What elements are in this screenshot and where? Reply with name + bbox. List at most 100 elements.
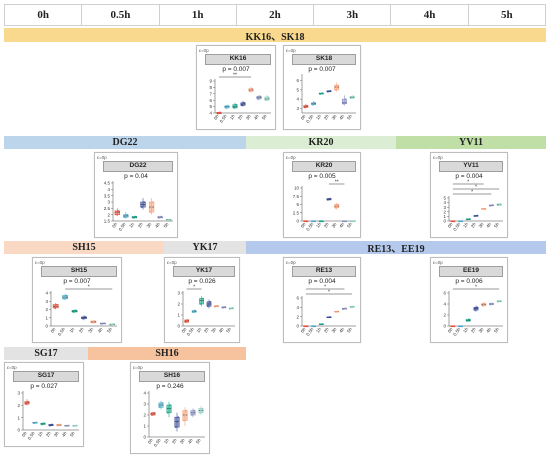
data-point bbox=[74, 424, 76, 427]
x-tick-label: 1h bbox=[229, 113, 236, 120]
data-point bbox=[66, 424, 68, 427]
data-point bbox=[103, 322, 105, 324]
box-0h bbox=[450, 220, 456, 223]
band-sh16: SH16 bbox=[88, 347, 246, 360]
y-tick-label: 0 bbox=[143, 435, 146, 440]
data-point bbox=[243, 101, 245, 104]
data-point bbox=[153, 412, 155, 414]
y-tick-label: 4 bbox=[443, 200, 446, 205]
data-point bbox=[350, 220, 352, 222]
data-point bbox=[72, 311, 75, 313]
x-tick-label: 2h bbox=[470, 326, 477, 333]
p-value: p = 0.04 bbox=[124, 173, 148, 180]
sig-mark: * bbox=[475, 184, 477, 190]
data-point bbox=[43, 422, 45, 425]
data-point bbox=[134, 215, 137, 218]
panel-tag: ε=0p bbox=[97, 155, 107, 160]
data-point bbox=[192, 311, 194, 314]
data-point bbox=[343, 307, 346, 310]
box-4h bbox=[157, 215, 163, 219]
data-point bbox=[306, 220, 308, 222]
x-tick-label: 3h bbox=[210, 326, 217, 333]
data-point bbox=[335, 310, 338, 313]
data-point bbox=[132, 217, 135, 219]
box-1h bbox=[318, 323, 324, 326]
y-tick-label: 4 bbox=[296, 97, 299, 102]
data-point bbox=[93, 320, 96, 322]
data-point bbox=[168, 407, 170, 410]
y-tick-label: 4 bbox=[443, 302, 446, 307]
data-point bbox=[151, 201, 154, 203]
box-3h bbox=[334, 310, 340, 313]
data-point bbox=[475, 307, 477, 310]
box-0.5h bbox=[158, 400, 164, 410]
box-4h bbox=[64, 424, 70, 427]
data-point bbox=[73, 310, 76, 312]
data-point bbox=[116, 211, 119, 213]
box-0h bbox=[303, 325, 309, 328]
panel-title: SH16 bbox=[139, 371, 205, 382]
box-3h bbox=[334, 202, 340, 210]
x-tick-label: 0.5h bbox=[219, 113, 228, 123]
x-tick-label: 3h bbox=[478, 326, 485, 333]
x-tick-label: 1h bbox=[315, 221, 322, 228]
x-tick-label: 5h bbox=[106, 326, 113, 333]
data-point bbox=[65, 294, 68, 297]
boxplot-svg: 0 2 4 6 ** 0h0.5h 1h 2h 3h 4h 5h bbox=[296, 284, 356, 337]
data-point bbox=[63, 297, 65, 300]
data-point bbox=[160, 404, 162, 406]
data-point bbox=[303, 220, 306, 222]
data-point bbox=[311, 325, 314, 327]
box-1h bbox=[465, 218, 471, 221]
data-point bbox=[229, 308, 231, 310]
data-point bbox=[476, 214, 478, 217]
time-label-5h: 5h bbox=[501, 9, 513, 21]
panel-title: DG22 bbox=[103, 161, 173, 172]
data-point bbox=[91, 321, 94, 324]
data-point bbox=[199, 303, 202, 305]
data-point bbox=[482, 208, 485, 210]
y-tick-label: 1 bbox=[45, 315, 48, 320]
box-1h bbox=[465, 318, 471, 322]
x-tick-label: 0h bbox=[147, 437, 154, 444]
x-tick-label: 2h bbox=[171, 437, 178, 444]
y-tick-label: 4.5 bbox=[104, 181, 111, 186]
sig-mark: * bbox=[324, 284, 326, 290]
x-tick-label: 0.5h bbox=[27, 430, 36, 440]
y-tick-label: 2.5 bbox=[104, 206, 111, 211]
x-tick-label: 3h bbox=[478, 221, 485, 228]
data-point bbox=[209, 301, 211, 303]
data-point bbox=[208, 303, 210, 305]
x-tick-label: 0.5h bbox=[118, 221, 127, 231]
data-point bbox=[481, 208, 484, 210]
box-5h bbox=[496, 203, 502, 207]
data-point bbox=[49, 424, 51, 427]
y-tick-label: 4 bbox=[209, 111, 212, 116]
x-tick-label: 5h bbox=[163, 221, 170, 228]
band-kk16-sk18: KK16、SK18 bbox=[4, 28, 546, 43]
data-point bbox=[498, 300, 500, 303]
data-point bbox=[306, 325, 308, 327]
boxplot-svg: 1.5 22.53 3.544.5 0h 0.5h 1h 2h 3h 4h 5h bbox=[104, 181, 173, 232]
band-kr20: KR20 bbox=[246, 136, 396, 149]
boxplot-svg: 0 1 2 3 4 * 0h 0.5h 1h 2h 3h 4h 5h bbox=[45, 284, 117, 337]
panel-tag: ε=0p bbox=[199, 48, 209, 53]
box-0h bbox=[150, 411, 156, 417]
data-point bbox=[259, 95, 261, 98]
x-tick-label: 1h bbox=[462, 326, 469, 333]
data-point bbox=[352, 305, 355, 308]
data-point bbox=[67, 424, 69, 427]
data-point bbox=[306, 104, 308, 107]
data-point bbox=[312, 220, 315, 222]
boxplot-svg: 3 4 5 6 0h0.5h 1h 2h 3h 4h 5h bbox=[296, 74, 356, 124]
data-point bbox=[305, 220, 307, 222]
box-5h bbox=[496, 299, 502, 303]
box-0.5h bbox=[458, 325, 463, 328]
data-point bbox=[59, 423, 61, 426]
x-tick-label: 0h bbox=[50, 326, 57, 333]
data-point bbox=[216, 304, 219, 307]
x-tick-label: 0h bbox=[300, 221, 307, 228]
box-0.5h bbox=[458, 220, 463, 223]
data-point bbox=[193, 409, 195, 412]
data-point bbox=[334, 89, 337, 91]
